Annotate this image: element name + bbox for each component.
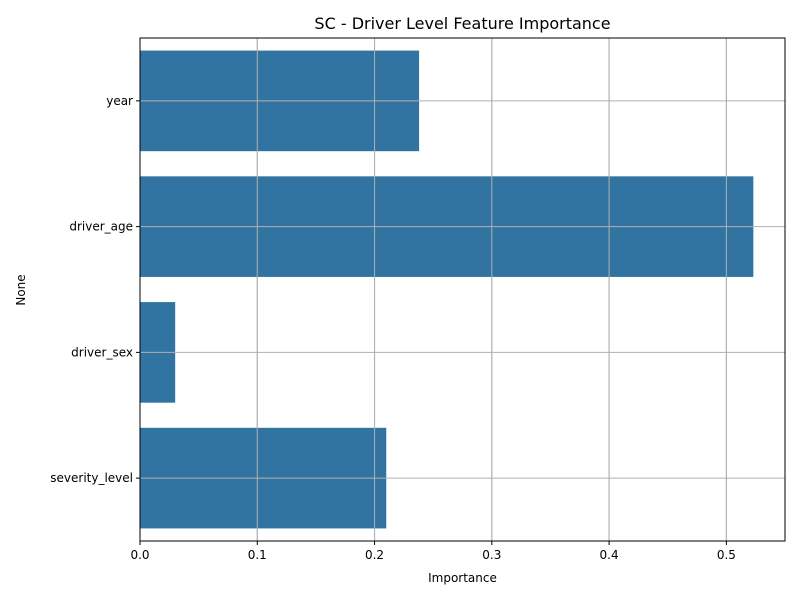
y-tick-label-severity-level: severity_level: [50, 471, 133, 485]
x-axis-label: Importance: [428, 571, 497, 585]
y-tick-label-driver-sex: driver_sex: [71, 345, 133, 359]
axes: 0.0 0.1 0.2 0.3 0.4 0.5 year driver_age driver_s…: [50, 37, 786, 562]
x-tick-label: 0.5: [717, 548, 736, 562]
x-tick-label: 0.2: [365, 548, 384, 562]
x-tick-label: 0.1: [248, 548, 267, 562]
y-tick-label-driver-age: driver_age: [69, 220, 133, 234]
chart-title: SC - Driver Level Feature Importance: [314, 14, 610, 33]
y-tick-label-year: year: [106, 94, 133, 108]
x-tick-label: 0.3: [482, 548, 501, 562]
y-axis-label: None: [14, 274, 28, 305]
x-tick-label: 0.4: [600, 548, 619, 562]
bars: [140, 50, 754, 529]
plot-frame: [139, 37, 786, 542]
x-tick-label: 0.0: [130, 548, 149, 562]
